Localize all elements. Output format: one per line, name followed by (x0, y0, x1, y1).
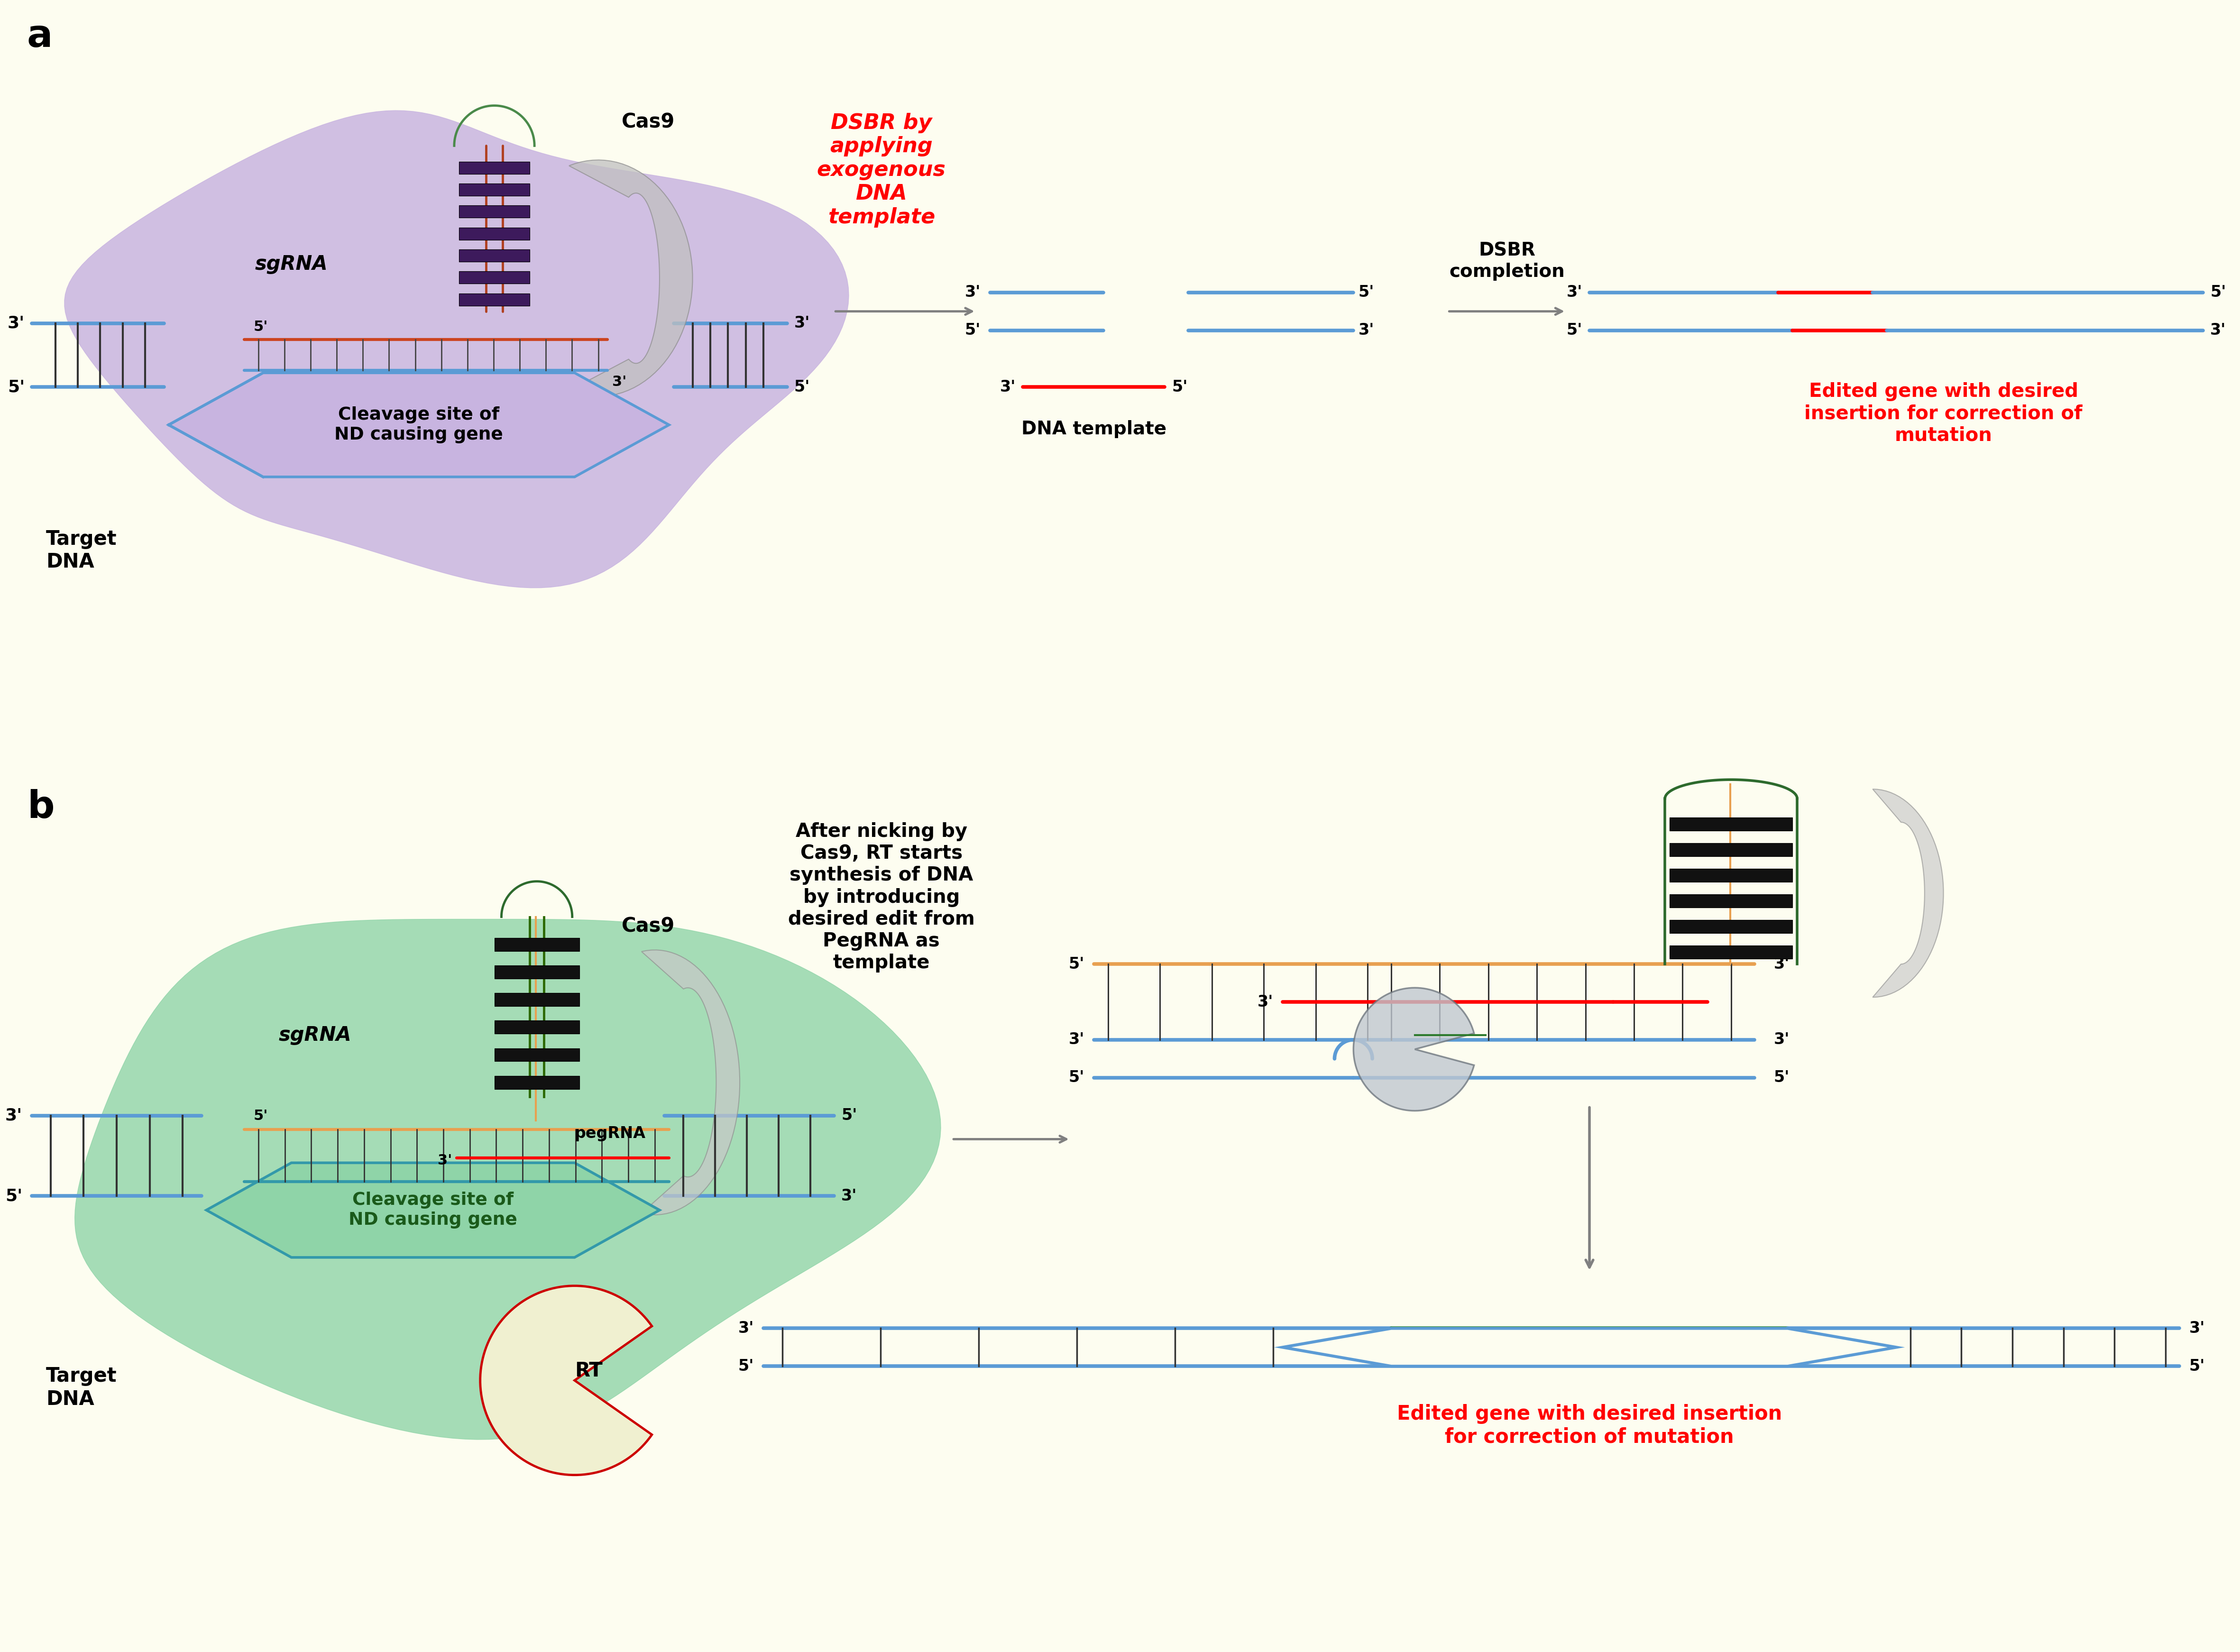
Polygon shape (168, 373, 670, 477)
Text: sgRNA: sgRNA (255, 254, 327, 274)
Text: 5': 5' (253, 1108, 269, 1123)
Bar (459, 162, 529, 173)
Text: 3': 3' (965, 284, 981, 301)
Bar (495, 1047, 580, 1062)
Text: 5': 5' (1068, 957, 1084, 971)
Bar (459, 183, 529, 197)
Text: Cas9: Cas9 (623, 917, 674, 937)
Polygon shape (74, 919, 941, 1439)
Bar (1669, 843, 1792, 856)
Polygon shape (65, 111, 849, 588)
Text: 5': 5' (253, 320, 269, 334)
Text: 5': 5' (842, 1108, 858, 1123)
Text: sgRNA: sgRNA (278, 1026, 352, 1046)
Text: 5': 5' (7, 378, 25, 395)
Text: pegRNA: pegRNA (573, 1127, 645, 1142)
Text: 5': 5' (4, 1188, 22, 1204)
Text: 5': 5' (1172, 380, 1187, 395)
Bar (495, 938, 580, 952)
Text: 3': 3' (7, 316, 25, 332)
Bar (495, 965, 580, 978)
Polygon shape (1873, 790, 1944, 998)
Text: Target
DNA: Target DNA (45, 1366, 116, 1409)
Bar (1669, 869, 1792, 882)
Text: DSBR
completion: DSBR completion (1449, 241, 1564, 281)
Text: 3': 3' (4, 1107, 22, 1123)
Text: 5': 5' (965, 322, 981, 339)
Text: 3': 3' (1357, 322, 1373, 339)
Polygon shape (479, 1285, 652, 1475)
Text: 3': 3' (1566, 284, 1581, 301)
Text: Edited gene with desired
insertion for correction of
mutation: Edited gene with desired insertion for c… (1805, 382, 2083, 444)
Text: Target
DNA: Target DNA (45, 529, 116, 572)
Text: 5': 5' (793, 380, 811, 395)
Text: 5': 5' (1774, 1070, 1790, 1085)
Text: 3': 3' (612, 375, 627, 388)
Text: 3': 3' (1257, 995, 1272, 1009)
Bar (1669, 894, 1792, 907)
Text: b: b (27, 790, 54, 826)
Bar (495, 1021, 580, 1034)
Polygon shape (206, 1163, 659, 1257)
Bar (1669, 818, 1792, 831)
Bar (495, 1075, 580, 1089)
Text: 5': 5' (2188, 1358, 2204, 1374)
Text: 5': 5' (1566, 322, 1581, 339)
Text: 3': 3' (739, 1320, 755, 1336)
Text: 5': 5' (1068, 1070, 1084, 1085)
Text: 3': 3' (437, 1153, 452, 1168)
Polygon shape (1353, 988, 1474, 1110)
Text: 5': 5' (739, 1358, 755, 1374)
Bar (459, 205, 529, 218)
Text: 3': 3' (842, 1188, 858, 1204)
Bar (1669, 945, 1792, 958)
Polygon shape (569, 160, 692, 396)
Text: DSBR by
applying
exogenous
DNA
template: DSBR by applying exogenous DNA template (818, 112, 945, 228)
Bar (495, 993, 580, 1006)
Text: 3': 3' (999, 380, 1017, 395)
Text: 3': 3' (2211, 322, 2227, 339)
Text: Cleavage site of
ND causing gene: Cleavage site of ND causing gene (349, 1191, 517, 1229)
Text: 5': 5' (1357, 284, 1373, 301)
Text: a: a (27, 18, 54, 55)
Polygon shape (641, 950, 739, 1214)
Bar (459, 294, 529, 306)
Bar (459, 228, 529, 240)
Text: 3': 3' (1774, 957, 1790, 971)
Text: Edited gene with desired insertion
for correction of mutation: Edited gene with desired insertion for c… (1398, 1404, 1783, 1447)
Bar (459, 249, 529, 261)
Text: 3': 3' (1774, 1032, 1790, 1047)
Text: 3': 3' (793, 316, 811, 330)
Text: 3': 3' (1068, 1032, 1084, 1047)
Text: After nicking by
Cas9, RT starts
synthesis of DNA
by introducing
desired edit fr: After nicking by Cas9, RT starts synthes… (788, 823, 974, 973)
Text: Cas9: Cas9 (623, 112, 674, 132)
Bar (1669, 920, 1792, 933)
Text: 3': 3' (2188, 1320, 2204, 1336)
Polygon shape (1284, 1328, 1897, 1366)
Text: Cleavage site of
ND causing gene: Cleavage site of ND causing gene (334, 406, 504, 443)
Text: RT: RT (576, 1361, 603, 1381)
Text: 5': 5' (2211, 284, 2227, 301)
Bar (459, 271, 529, 284)
Text: DNA template: DNA template (1021, 420, 1167, 438)
